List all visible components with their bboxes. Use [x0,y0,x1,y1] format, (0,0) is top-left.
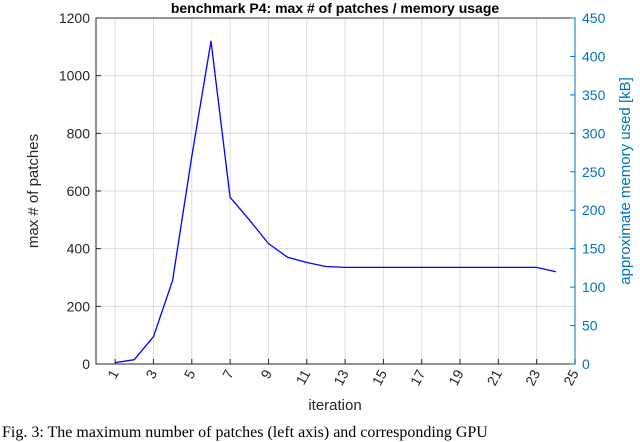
x-tick-label: 5 [181,367,199,382]
x-tick-label: 19 [445,367,467,388]
x-tick-label: 9 [257,367,275,382]
right-tick-label: 50 [582,318,598,334]
left-tick-label: 1200 [59,10,90,26]
left-y-ticks: 0 200 400 600 800 1000 1200 [59,10,101,372]
right-tick-label: 150 [582,241,606,257]
x-tick-label: 11 [292,367,313,388]
right-tick-label: 450 [582,10,606,26]
x-tick-label: 13 [330,367,352,388]
x-tick-label: 21 [484,367,506,388]
right-tick-label: 350 [582,87,606,103]
series-line [115,40,556,364]
left-tick-label: 200 [67,298,91,314]
right-tick-label: 250 [582,164,606,180]
left-tick-label: 1000 [59,68,90,84]
x-axis-label: iteration [308,397,361,414]
figure-caption: Fig. 3: The maximum number of patches (l… [2,424,488,441]
x-tick-label: 3 [142,367,160,382]
x-tick-label: 25 [560,367,582,388]
y-axis-label-right: approximate memory used [kB] [617,77,634,285]
left-tick-label: 600 [67,183,91,199]
x-tick-label: 7 [219,367,237,382]
left-tick-label: 800 [67,125,91,141]
x-tick-label: 1 [104,367,122,382]
right-tick-label: 100 [582,279,606,295]
right-tick-label: 300 [582,125,606,141]
right-tick-label: 400 [582,48,606,64]
right-tick-label: 200 [582,202,606,218]
right-tick-label: 0 [582,356,590,372]
x-tick-label: 15 [369,367,391,388]
x-tick-label: 17 [407,367,429,388]
right-y-ticks: 0 50 100 150 200 250 300 350 400 450 [570,10,606,372]
y-axis-label-left: max # of patches [25,134,42,248]
line-chart: 0 200 400 600 800 1000 1200 0 50 100 150 200 250 300… [25,0,634,414]
x-tick-label: 23 [522,367,544,388]
data-series [115,40,556,364]
x-ticks: 1 3 5 7 9 11 13 15 17 19 21 23 25 [104,359,582,388]
left-tick-label: 0 [82,356,90,372]
chart-title: benchmark P4: max # of patches / memory … [171,0,500,16]
grid-lines [96,17,576,365]
left-tick-label: 400 [67,241,91,257]
